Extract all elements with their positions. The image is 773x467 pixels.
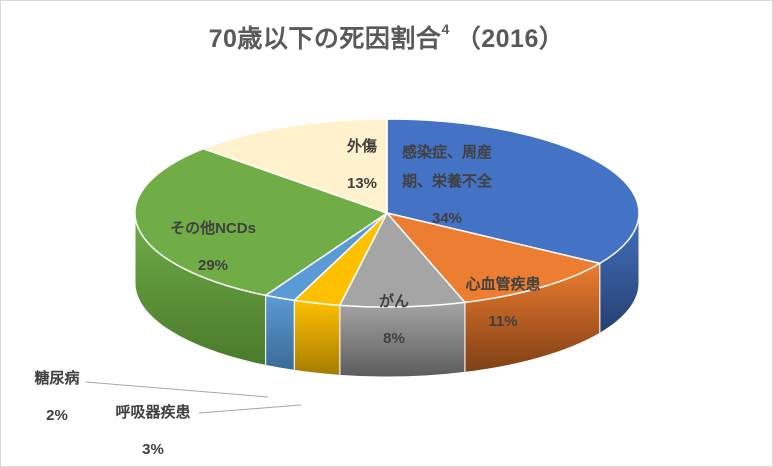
- chart-title: 70歳以下の死因割合4 （2016）: [1, 19, 772, 55]
- slice-value-2: 8%: [383, 330, 405, 347]
- slice-value-3: 3%: [142, 441, 164, 458]
- slice-value-0: 34%: [432, 210, 462, 227]
- pie-side-4: [265, 294, 295, 371]
- slice-label-0: 感染症、周産: [402, 143, 492, 161]
- leader-line-4: [85, 381, 269, 398]
- slice-label-5: その他NCDs: [170, 219, 256, 237]
- pie-slice-5: [134, 147, 389, 297]
- chart-title-year: （2016）: [455, 25, 565, 53]
- chart-title-text: 70歳以下の死因割合: [208, 25, 442, 53]
- pie-side-walls: [134, 212, 640, 378]
- slice-value-5: 29%: [198, 257, 228, 274]
- pie-labels: 感染症、周産期、栄養不全 34% 心血管疾患 11% がん 8% 呼吸器疾患 3% 糖尿病 2% そ…: [34, 137, 540, 458]
- slice-label-3: 呼吸器疾患: [115, 403, 190, 421]
- slice-label-0: 期、栄養不全: [402, 172, 493, 190]
- leader-line-3: [198, 404, 302, 414]
- chart-title-footnote: 4: [441, 20, 450, 37]
- slice-value-6: 13%: [347, 175, 377, 192]
- slice-label-1: 心血管疾患: [465, 275, 540, 293]
- pie-slice-6: [201, 118, 388, 215]
- pie-slice-2: [338, 211, 467, 308]
- pie-side-3: [293, 299, 341, 376]
- slice-label-2: がん: [379, 292, 409, 310]
- pie-top-faces: [134, 118, 640, 308]
- pie-slice-1: [384, 211, 602, 304]
- slice-value-1: 11%: [488, 313, 517, 330]
- slice-label-6: 外傷: [346, 137, 377, 155]
- slice-value-4: 2%: [46, 407, 68, 424]
- slice-label-4: 糖尿病: [34, 369, 79, 387]
